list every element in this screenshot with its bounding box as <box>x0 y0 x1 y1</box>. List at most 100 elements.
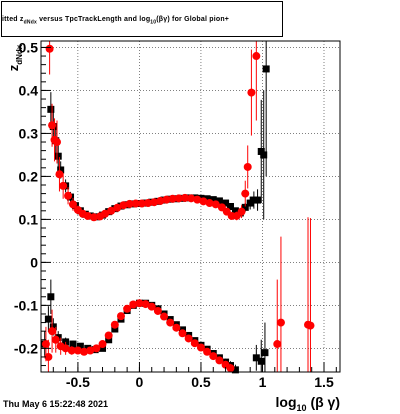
data-point <box>260 151 268 159</box>
data-point <box>156 196 165 205</box>
data-point <box>174 194 183 203</box>
data-point <box>64 191 73 200</box>
data-marks <box>41 41 315 374</box>
grid-lines <box>41 41 340 372</box>
plot-frame <box>40 40 341 373</box>
data-point <box>98 340 107 349</box>
data-point <box>89 213 98 222</box>
data-point <box>203 195 211 203</box>
y-tick-label: 0.5 <box>19 39 39 55</box>
data-point <box>196 343 205 352</box>
y-tick-label: -0.2 <box>14 340 38 356</box>
title-part-3: (βγ) for Global pion+ <box>156 16 230 23</box>
data-point <box>76 342 84 350</box>
data-point <box>222 199 230 207</box>
data-point <box>147 302 156 311</box>
chart-title-box: itted zdNdx versus TpcTrackLength and lo… <box>1 1 283 37</box>
y-tick-label: 0.4 <box>19 82 39 98</box>
data-point <box>226 203 234 210</box>
data-point <box>215 197 223 205</box>
data-point <box>172 323 181 332</box>
data-point <box>178 329 187 338</box>
data-point <box>276 318 285 327</box>
data-point <box>168 194 177 203</box>
x-axis-label: log10 (β γ) <box>276 394 340 413</box>
data-point <box>86 346 95 355</box>
data-point <box>162 195 171 204</box>
data-point <box>241 203 249 211</box>
title-sub-2: 10 <box>150 19 157 26</box>
data-point <box>61 344 70 353</box>
data-point <box>137 199 146 208</box>
x-tick-label: 1 <box>259 374 267 390</box>
data-point <box>125 199 134 208</box>
data-point <box>262 65 270 73</box>
data-point <box>273 340 282 349</box>
data-point <box>144 199 153 208</box>
data-point <box>199 197 208 206</box>
data-point <box>83 211 92 220</box>
y-tick-label: -0.1 <box>14 297 38 313</box>
data-point <box>211 200 220 209</box>
data-point <box>160 312 169 321</box>
chart-title: itted zdNdx versus TpcTrackLength and lo… <box>2 16 229 25</box>
data-point <box>69 340 77 348</box>
data-point <box>247 88 256 97</box>
data-point <box>215 356 224 365</box>
y-tick-label: 0 <box>30 254 38 270</box>
data-point <box>73 346 82 355</box>
data-point <box>150 198 159 207</box>
data-point <box>180 193 189 202</box>
data-point <box>100 209 109 218</box>
data-point <box>209 352 218 361</box>
title-part-2: versus TpcTrackLength and log <box>36 16 151 23</box>
data-point <box>187 194 196 203</box>
axis-ticks <box>40 46 337 372</box>
data-point <box>57 166 65 174</box>
data-point <box>237 207 246 216</box>
data-point <box>261 349 269 357</box>
x-tick-label: -0.5 <box>66 374 90 390</box>
data-point <box>209 196 217 204</box>
data-point <box>107 206 116 215</box>
title-part-1: itted z <box>2 16 24 23</box>
data-point <box>205 199 214 208</box>
data-point <box>166 318 175 327</box>
data-point <box>129 300 138 309</box>
data-point <box>231 207 239 215</box>
data-point <box>48 327 57 336</box>
data-point <box>141 300 150 309</box>
tick-labels: -0.5 0 0.5 1 1.5 -0.2 -0.1 0 0.1 0.2 0.3 0.4 0.5 <box>14 39 334 390</box>
data-point <box>68 200 77 209</box>
data-point <box>44 315 52 323</box>
data-point <box>135 299 144 308</box>
data-point <box>111 325 119 333</box>
series-1 <box>41 41 315 373</box>
data-point <box>44 352 53 361</box>
x-tick-label: 0 <box>136 374 144 390</box>
y-tick-label: 0.3 <box>19 125 39 141</box>
data-point <box>257 357 265 365</box>
data-point <box>153 306 162 315</box>
title-sub-1: dNdx <box>23 19 37 26</box>
data-point <box>51 335 60 344</box>
y-tick-label: 0.2 <box>19 168 39 184</box>
data-point <box>131 199 140 208</box>
data-point <box>80 347 89 356</box>
data-point <box>116 312 125 321</box>
data-point <box>92 344 101 353</box>
data-point <box>54 152 62 160</box>
data-point <box>243 162 252 171</box>
timestamp: Thu May 6 15:22:48 2021 <box>3 399 109 409</box>
data-point <box>99 344 107 352</box>
data-point <box>306 321 315 330</box>
data-point <box>45 44 54 53</box>
data-point <box>190 339 199 348</box>
data-point <box>246 199 254 207</box>
data-point <box>110 320 119 329</box>
x-tick-label: 1.5 <box>314 374 334 390</box>
data-point <box>241 189 250 198</box>
data-point <box>193 195 202 204</box>
y-axis-label: zdNdx <box>6 44 24 71</box>
